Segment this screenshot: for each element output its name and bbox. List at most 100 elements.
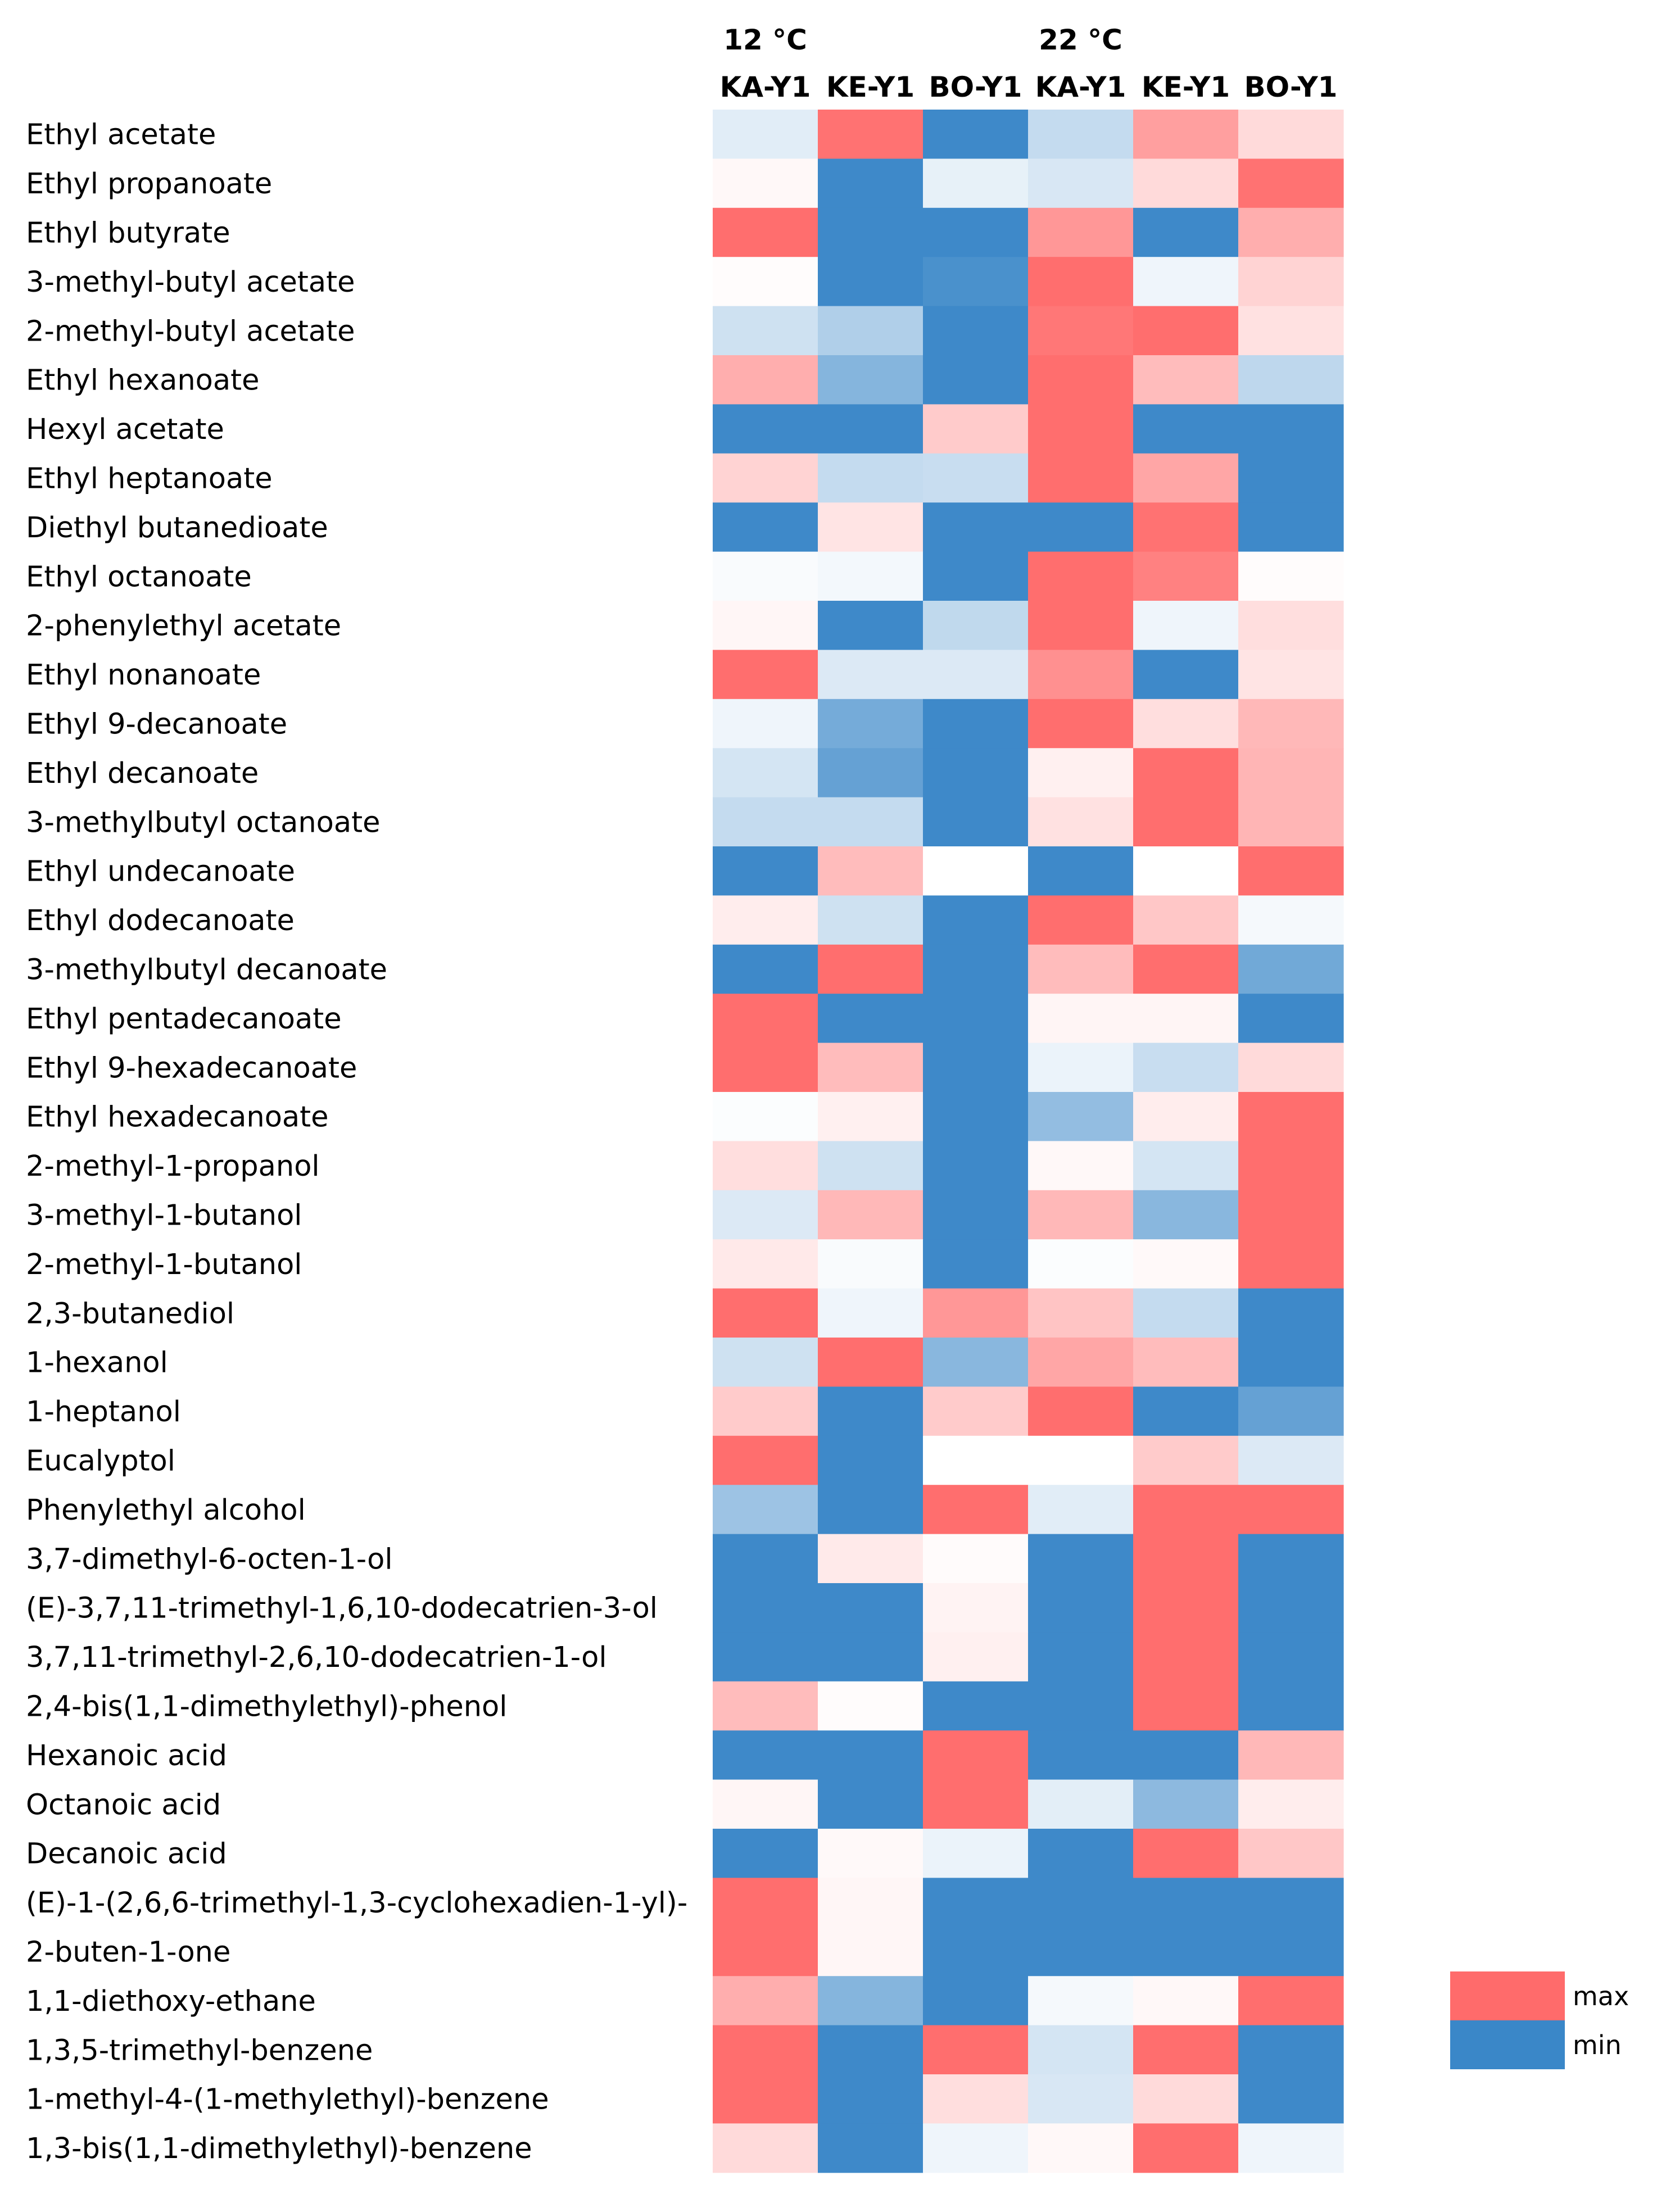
heatmap-cell (1238, 1632, 1344, 1682)
heatmap-cell (1133, 1632, 1239, 1682)
heatmap-cell (818, 699, 923, 749)
row-label: Ethyl pentadecanoate (26, 1003, 342, 1036)
heatmap-cell (818, 1632, 923, 1682)
heatmap-cell (713, 1976, 818, 2026)
heatmap-cell (923, 895, 1029, 945)
row-label: 2-phenylethyl acetate (26, 610, 341, 643)
heatmap-cell (818, 207, 923, 257)
heatmap-cell (818, 1583, 923, 1633)
heatmap-cell (1133, 1730, 1239, 1780)
heatmap-cell (1238, 502, 1344, 552)
heatmap-cell (713, 1435, 818, 1485)
heatmap-cell (713, 1534, 818, 1584)
row-label: Ethyl butyrate (26, 217, 230, 250)
heatmap-cell (818, 2123, 923, 2173)
column-header: BO-Y1 (929, 71, 1022, 103)
heatmap-cell (713, 1288, 818, 1338)
heatmap-cells (713, 110, 1344, 2173)
row-label: Decanoic acid (26, 1838, 227, 1871)
heatmap-cell (923, 699, 1029, 749)
row-label: Phenylethyl alcohol (26, 1494, 306, 1527)
heatmap-cell (713, 158, 818, 208)
heatmap-cell (713, 355, 818, 405)
heatmap-cell (713, 1042, 818, 1093)
heatmap-cell (1238, 257, 1344, 307)
heatmap-cell (818, 110, 923, 159)
heatmap-cell (818, 1976, 923, 2026)
heatmap-cell (818, 1435, 923, 1485)
heatmap-cell (1238, 944, 1344, 994)
heatmap-cell (1133, 404, 1239, 454)
heatmap-cell (1028, 502, 1134, 552)
heatmap-cell (818, 1092, 923, 1141)
heatmap-cell (1238, 601, 1344, 650)
heatmap-cell (923, 1190, 1029, 1240)
heatmap-cell (1133, 1386, 1239, 1436)
heatmap-cell (1028, 2025, 1134, 2075)
heatmap-cell (713, 1779, 818, 1829)
column-header: KA-Y1 (1035, 71, 1126, 103)
heatmap-cell (1238, 207, 1344, 257)
heatmap-cell (1238, 846, 1344, 896)
heatmap-cell (1028, 1632, 1134, 1682)
heatmap-cell (713, 699, 818, 749)
heatmap-cell (1028, 797, 1134, 847)
row-label: Ethyl decanoate (26, 757, 259, 790)
heatmap-cell (1133, 1239, 1239, 1289)
heatmap-cell (1238, 1092, 1344, 1141)
heatmap-cell (713, 110, 818, 159)
heatmap-cell (1133, 2074, 1239, 2124)
heatmap-cell (713, 1632, 818, 1682)
heatmap-cell (1238, 404, 1344, 454)
heatmap-cell (1238, 1829, 1344, 1878)
heatmap-cell (818, 1730, 923, 1780)
row-label: (E)-1-(2,6,6-trimethyl-1,3-cyclohexadien… (26, 1887, 687, 1969)
heatmap-cell (818, 601, 923, 650)
heatmap-cell (923, 1681, 1029, 1731)
heatmap-cell (1238, 1534, 1344, 1584)
row-label: 1-heptanol (26, 1395, 181, 1429)
heatmap-cell (713, 2123, 818, 2173)
heatmap-cell (1238, 1190, 1344, 1240)
heatmap-cell (713, 1141, 818, 1191)
heatmap-cell (1238, 1485, 1344, 1535)
heatmap-cell (713, 1730, 818, 1780)
heatmap-cell (713, 1190, 818, 1240)
row-label: 1,3-bis(1,1-dimethylethyl)-benzene (26, 2132, 532, 2165)
heatmap-cell (923, 650, 1029, 700)
heatmap-cell (923, 110, 1029, 159)
row-label: 1,3,5-trimethyl-benzene (26, 2034, 373, 2067)
heatmap-cell (818, 551, 923, 601)
heatmap-cell (713, 994, 818, 1044)
heatmap-cell (923, 502, 1029, 552)
heatmap-cell (1238, 1779, 1344, 1829)
heatmap-cell (818, 1338, 923, 1387)
heatmap-cell (713, 1092, 818, 1141)
heatmap-cell (713, 895, 818, 945)
heatmap-cell (923, 2074, 1029, 2124)
heatmap-cell (713, 1829, 818, 1878)
row-label: Hexyl acetate (26, 413, 224, 446)
row-label: 3-methylbutyl octanoate (26, 806, 380, 839)
column-header: KE-Y1 (1142, 71, 1230, 103)
heatmap-cell (1238, 699, 1344, 749)
heatmap-cell (1238, 2025, 1344, 2075)
heatmap-cell (1238, 1583, 1344, 1633)
heatmap-cell (818, 2025, 923, 2075)
heatmap-cell (1028, 1288, 1134, 1338)
heatmap-cell (1133, 453, 1239, 503)
heatmap-cell (1028, 355, 1134, 405)
legend: max min (1450, 1971, 1629, 2069)
temperature-label: 12 °C (723, 24, 807, 56)
heatmap-cell (1028, 1779, 1134, 1829)
heatmap-cell (923, 1042, 1029, 1093)
heatmap-cell (1028, 1878, 1134, 1977)
heatmap-cell (1238, 1878, 1344, 1977)
heatmap-cell (923, 257, 1029, 307)
heatmap-cell (818, 1239, 923, 1289)
heatmap-cell (1028, 257, 1134, 307)
heatmap-cell (1028, 699, 1134, 749)
heatmap-cell (1133, 2123, 1239, 2173)
heatmap-cell (818, 257, 923, 307)
row-labels: Ethyl acetate Ethyl propanoate Ethyl butyr… (26, 119, 687, 2165)
